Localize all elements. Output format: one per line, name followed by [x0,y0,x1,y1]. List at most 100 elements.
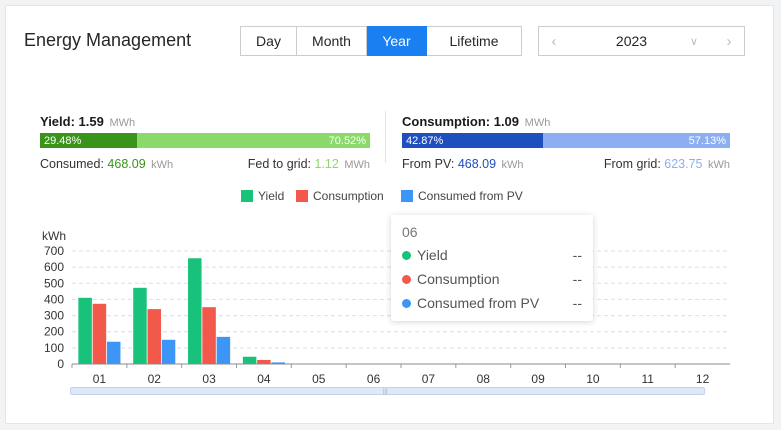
consumption-grid-segment: 57.13% [542,133,730,148]
consumption-unit: MWh [524,117,551,129]
from-grid-value: 623.75 [664,157,703,171]
yield-fed-pct: 70.52% [328,134,366,147]
bar-consumed-from-pv-03[interactable] [216,336,231,364]
consumption-grid-pct: 57.13% [688,134,726,147]
tooltip-yield-label: Yield [417,247,448,263]
legend-consumed-from-pv[interactable]: Consumed from PV [401,189,523,203]
y-tick-label: 300 [44,309,64,323]
year-value[interactable]: 2023 [615,33,648,49]
yield-unit: MWh [109,117,136,129]
tab-day[interactable]: Day [240,26,297,56]
bar-consumed-from-pv-01[interactable] [106,341,121,364]
tooltip-consumption-value: -- [572,271,582,287]
chevron-down-icon[interactable]: ∨ [689,35,699,48]
from-grid-label: From grid: [603,157,661,171]
bar-consumption-03[interactable] [202,307,216,364]
legend-pv-label: Consumed from PV [418,189,523,203]
legend-yield-swatch [241,190,253,202]
bar-yield-03[interactable] [188,258,202,364]
tooltip-pv-dot [402,298,411,308]
page-title: Energy Management [24,30,192,50]
yield-fed-line: Fed to grid: 1.12 MWh [240,157,370,171]
summary-divider [385,111,386,163]
y-tick-label: 0 [57,357,64,371]
energy-management-card [5,5,774,424]
year-picker: ‹ 2023 ∨ › [538,26,745,56]
yield-consumed-line: Consumed: 468.09 kWh [40,157,173,171]
yield-split-bar: 29.48% 70.52% [40,133,370,148]
bar-consumed-from-pv-04[interactable] [271,362,285,364]
bar-yield-02[interactable] [133,287,147,364]
tooltip-pv-label: Consumed from PV [417,295,540,311]
y-tick-label: 200 [44,325,64,339]
x-tick-label: 10 [586,372,600,386]
bar-consumed-from-pv-02[interactable] [161,339,176,364]
yield-consumed-segment: 29.48% [40,133,138,148]
chart-tooltip: 06 Yield -- Consumption -- Consumed from… [391,215,593,321]
consumed-label: Consumed: [40,157,104,171]
fed-label: Fed to grid: [247,157,312,171]
x-tick-label: 07 [422,372,436,386]
legend-yield-label: Yield [258,189,285,203]
tooltip-row-yield: Yield -- [402,247,582,263]
yield-consumed-pct: 29.48% [44,134,82,147]
consumption-pv-segment: 42.87% [402,133,543,148]
x-tick-label: 12 [696,372,710,386]
chart-zoom-scrollbar[interactable]: ||| [70,387,705,395]
x-tick-label: 05 [312,372,326,386]
consumption-label: Consumption: [402,114,491,129]
x-tick-label: 08 [477,372,491,386]
consumption-pv-pct: 42.87% [406,134,444,147]
tooltip-yield-dot [402,250,411,260]
consumed-value: 468.09 [107,157,146,171]
tab-month[interactable]: Month [297,26,367,56]
from-pv-label: From PV: [402,157,455,171]
scrollbar-grip-icon[interactable]: ||| [383,389,388,395]
consumption-summary: Consumption: 1.09 MWh [402,114,550,129]
tooltip-yield-value: -- [572,247,582,263]
x-tick-label: 03 [202,372,216,386]
tooltip-consumption-dot [402,274,411,284]
from-grid-line: From grid: 623.75 kWh [580,157,730,171]
chevron-right-icon[interactable]: › [726,32,732,50]
legend-yield[interactable]: Yield [241,189,284,203]
x-tick-label: 09 [531,372,545,386]
y-tick-label: 100 [44,341,64,355]
tooltip-header: 06 [402,224,418,240]
fed-value: 1.12 [314,157,339,171]
from-grid-unit: kWh [708,159,730,171]
tooltip-consumption-label: Consumption [417,271,500,287]
tab-year[interactable]: Year [367,26,427,56]
y-axis-label: kWh [42,229,66,243]
y-tick-label: 500 [44,276,64,290]
bar-consumption-02[interactable] [147,309,162,364]
bar-yield-01[interactable] [78,297,92,364]
x-tick-label: 06 [367,372,381,386]
legend-consumption[interactable]: Consumption [296,189,384,203]
chevron-left-icon[interactable]: ‹ [551,32,557,50]
yield-summary: Yield: 1.59 MWh [40,114,135,129]
bar-yield-04[interactable] [242,356,257,364]
tooltip-pv-value: -- [572,295,582,311]
from-pv-value: 468.09 [457,157,497,171]
x-tick-label: 11 [642,372,655,386]
consumption-split-bar: 42.87% 57.13% [402,133,730,148]
tab-lifetime[interactable]: Lifetime [427,26,522,56]
bar-consumption-01[interactable] [92,303,107,364]
legend-pv-swatch [401,190,413,202]
consumed-unit: kWh [151,159,174,171]
y-tick-label: 600 [44,260,64,274]
from-pv-line: From PV: 468.09 kWh [402,157,524,171]
yield-label: Yield: [40,114,75,129]
fed-unit: MWh [344,159,370,171]
y-tick-label: 400 [44,292,64,306]
legend-consumption-label: Consumption [313,189,384,203]
legend-consumption-swatch [296,190,308,202]
tooltip-row-pv: Consumed from PV -- [402,295,582,311]
bar-consumption-04[interactable] [257,359,271,364]
period-selector: Day Month Year Lifetime [240,26,522,56]
yield-value: 1.59 [78,114,104,129]
x-tick-label: 01 [93,372,107,386]
from-pv-unit: kWh [501,159,524,171]
